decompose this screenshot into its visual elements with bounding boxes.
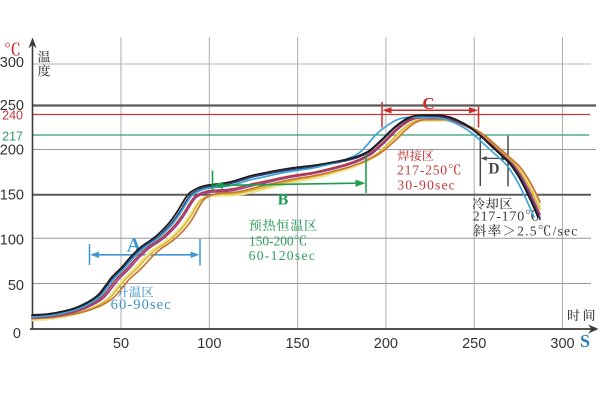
svg-text:D: D [488,161,499,178]
svg-text:150-200℃: 150-200℃ [249,230,307,249]
svg-text:℃: ℃ [4,36,21,61]
svg-text:150: 150 [0,188,24,204]
svg-text:预热恒温区: 预热恒温区 [249,215,318,234]
svg-text:温: 温 [38,47,51,66]
svg-text:217-250℃: 217-250℃ [397,159,462,179]
svg-text:度: 度 [38,61,51,80]
svg-text:150: 150 [285,336,309,352]
svg-text:升温区: 升温区 [116,283,154,301]
svg-text:200: 200 [374,336,398,352]
svg-text:100: 100 [197,336,221,352]
svg-text:250: 250 [462,336,486,352]
svg-text:S: S [580,331,590,351]
svg-text:斜率＞2.5℃/sec: 斜率＞2.5℃/sec [473,219,579,239]
svg-text:冷却区: 冷却区 [472,194,513,213]
svg-text:60-90sec: 60-90sec [111,297,172,313]
svg-text:200: 200 [0,143,24,159]
svg-text:300: 300 [0,55,24,71]
svg-text:C: C [422,94,434,113]
svg-text:焊接区: 焊接区 [398,147,435,164]
svg-text:50: 50 [8,278,24,294]
svg-text:50: 50 [113,336,129,352]
svg-text:0: 0 [13,326,21,342]
svg-text:250: 250 [0,98,24,114]
svg-text:60-120sec: 60-120sec [249,248,317,263]
svg-text:240: 240 [2,109,23,123]
svg-text:30-90sec: 30-90sec [397,177,456,192]
svg-text:217-170℃: 217-170℃ [473,206,540,226]
svg-text:时间: 时间 [567,305,598,324]
svg-text:100: 100 [0,233,24,249]
svg-text:B: B [278,192,289,209]
svg-text:300: 300 [550,336,574,352]
svg-text:217: 217 [2,130,23,144]
